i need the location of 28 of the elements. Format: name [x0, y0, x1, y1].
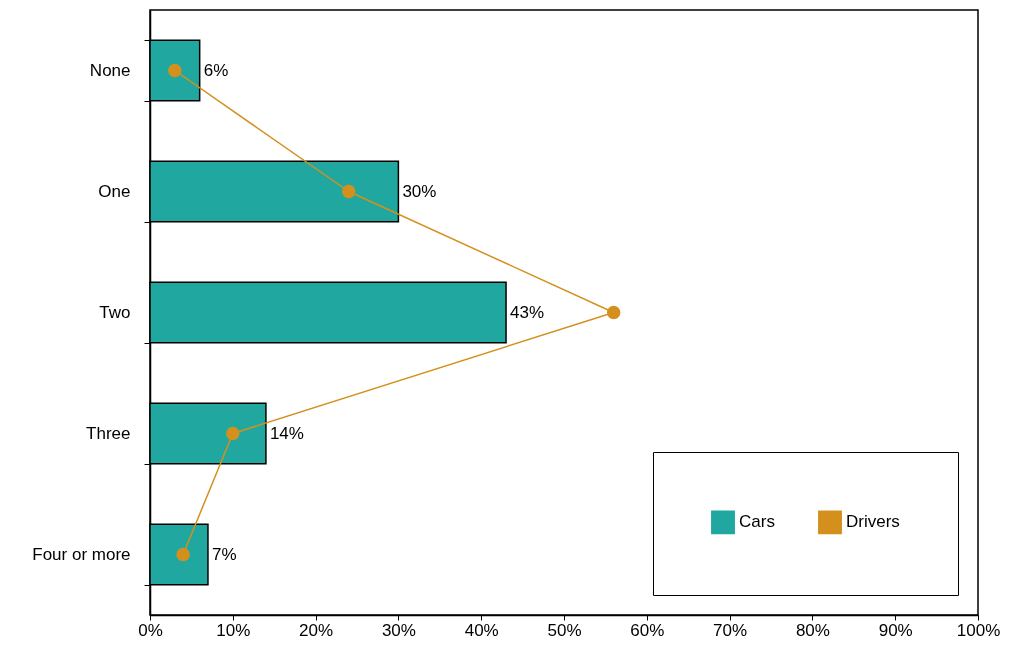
- data-label: 7%: [211, 544, 237, 564]
- point: [176, 547, 190, 562]
- data-label: 14%: [269, 423, 304, 443]
- data-label: 6%: [203, 60, 229, 80]
- x-tick-label: 50%: [547, 620, 582, 640]
- x-tick-label: 90%: [878, 620, 913, 640]
- y-tick-label: Three: [86, 424, 131, 443]
- point: [342, 184, 356, 199]
- y-tick-label: None: [89, 61, 131, 80]
- legend-label: Drivers: [846, 512, 900, 532]
- x-tick-label: 60%: [630, 620, 665, 640]
- data-label: 30%: [402, 181, 437, 201]
- legend-label: Cars: [739, 512, 775, 532]
- y-tick-label: Two: [99, 303, 131, 322]
- point: [168, 63, 182, 78]
- point: [226, 426, 240, 441]
- x-tick-label: 30%: [381, 620, 416, 640]
- x-tick-label: 0%: [138, 620, 163, 640]
- y-tick-label: Four or more: [32, 545, 131, 564]
- x-tick-label: 40%: [464, 620, 499, 640]
- x-tick-label: 100%: [956, 620, 1001, 640]
- x-tick-label: 70%: [713, 620, 748, 640]
- data-label: 43%: [510, 302, 545, 322]
- x-tick-label: 20%: [299, 620, 334, 640]
- x-tick-label: 10%: [216, 620, 251, 640]
- x-tick-label: 80%: [795, 620, 830, 640]
- y-tick-label: One: [98, 182, 131, 201]
- point: [606, 305, 621, 320]
